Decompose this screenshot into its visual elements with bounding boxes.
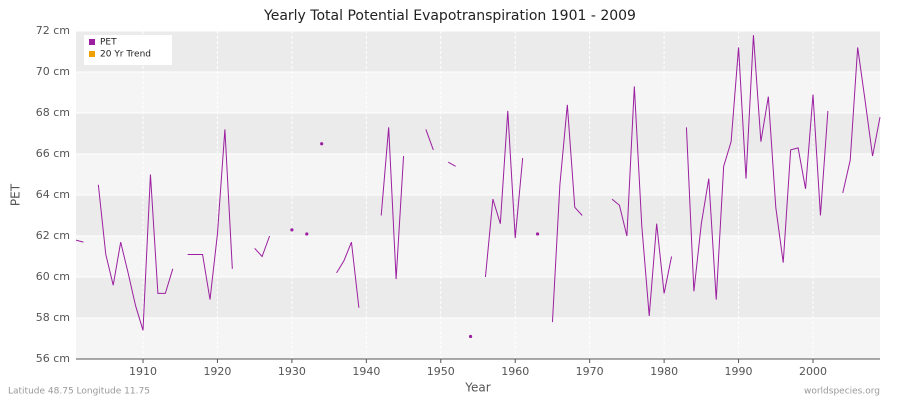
data-point (290, 228, 294, 232)
x-tick-label: 1980 (650, 365, 678, 378)
x-tick-label: 1940 (352, 365, 380, 378)
x-tick-label: 1930 (278, 365, 306, 378)
legend-swatch (89, 39, 95, 45)
y-tick-label: 68 cm (36, 106, 70, 119)
y-axis-label: PET (9, 183, 23, 206)
plot-band (76, 277, 880, 318)
plot-band (76, 72, 880, 113)
legend-box (84, 35, 172, 65)
chart-title: Yearly Total Potential Evapotranspiratio… (263, 8, 636, 24)
x-tick-label: 1950 (427, 365, 455, 378)
data-line (75, 35, 881, 331)
x-tick-label: 1990 (725, 365, 753, 378)
plot-band (76, 195, 880, 236)
x-tick-label: 1910 (129, 365, 157, 378)
plot-band (76, 31, 880, 72)
y-tick-label: 56 cm (36, 352, 70, 365)
y-tick-label: 60 cm (36, 270, 70, 283)
footer-left: Latitude 48.75 Longitude 11.75 (8, 387, 150, 397)
x-tick-label: 2000 (799, 365, 827, 378)
y-tick-label: 62 cm (36, 229, 70, 242)
y-tick-label: 70 cm (36, 65, 70, 78)
x-tick-label: 1960 (501, 365, 529, 378)
x-tick-label: 1970 (576, 365, 604, 378)
data-point (320, 142, 324, 146)
plot-band (76, 113, 880, 154)
data-point (468, 334, 473, 339)
y-tick-label: 72 cm (36, 24, 70, 37)
plot-band (76, 236, 880, 277)
y-tick-label: 58 cm (36, 311, 70, 324)
footer-right: worldspecies.org (804, 387, 880, 397)
y-tick-label: 64 cm (36, 188, 70, 201)
legend-swatch (89, 51, 95, 57)
legend-label: 20 Yr Trend (100, 50, 151, 60)
x-axis-label: Year (464, 381, 490, 395)
plot-band (76, 154, 880, 195)
plot-band (76, 318, 880, 359)
legend-label: PET (100, 38, 117, 48)
data-point (535, 232, 540, 236)
y-tick-label: 66 cm (36, 147, 70, 160)
x-tick-label: 1920 (203, 365, 231, 378)
data-point (305, 232, 309, 236)
